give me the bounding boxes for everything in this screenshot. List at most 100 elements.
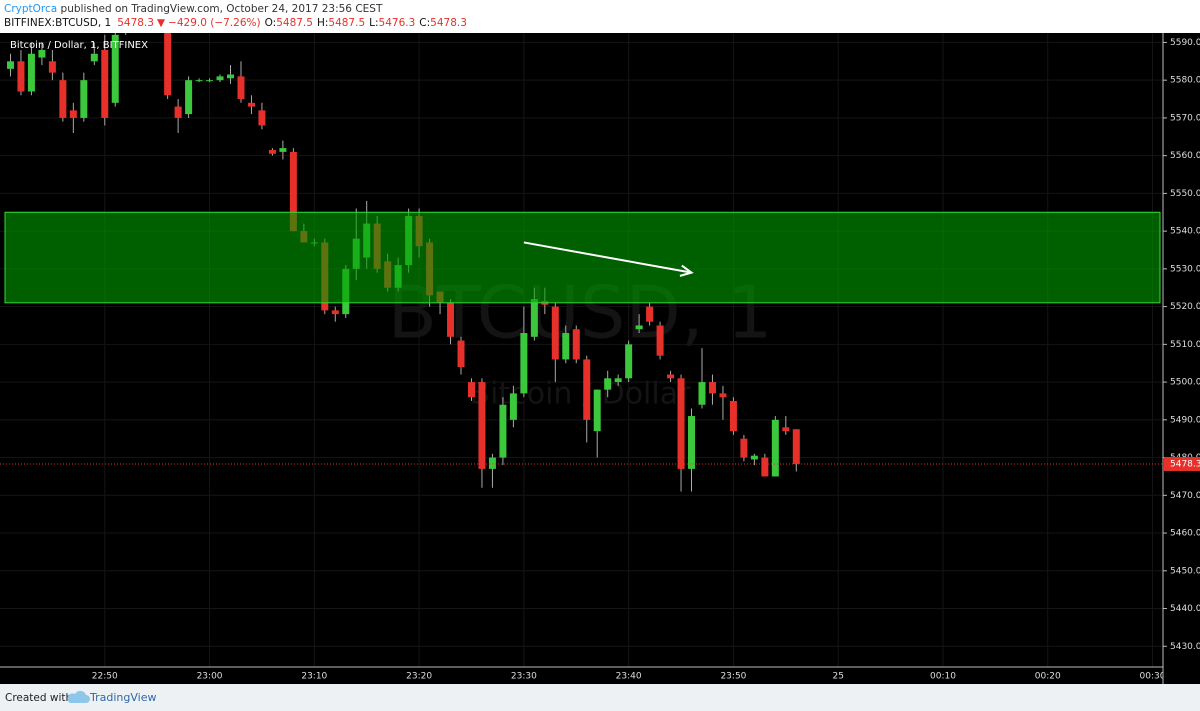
arrow-head [679, 264, 694, 277]
candle-body [551, 306, 559, 360]
candle-body [583, 359, 591, 420]
candle-body [708, 382, 716, 394]
footer-bg [0, 684, 1200, 711]
ohlc-value: 5478.3 [430, 17, 467, 29]
candle-body [268, 149, 276, 154]
y-tick-label: 5590.0 [1170, 38, 1200, 48]
candle-body [447, 302, 455, 337]
candle-body [719, 393, 727, 398]
candle-body [656, 325, 664, 356]
candle-body [69, 110, 77, 118]
footer-brand[interactable]: TradingView [89, 691, 156, 704]
candle-body [646, 306, 654, 322]
candle-body [604, 378, 612, 390]
price-axis: 5430.05440.05450.05460.05470.05480.05490… [1163, 38, 1200, 652]
y-tick-label: 5530.0 [1170, 264, 1200, 274]
candle-body [237, 76, 245, 100]
watermark-name: Bitcoin / Dollar [470, 377, 692, 412]
candle-body [206, 80, 214, 82]
ohlc-label: H: [317, 17, 328, 29]
candle-body [667, 374, 675, 379]
candle-body [467, 382, 475, 398]
candle-body [593, 389, 601, 432]
author[interactable]: CryptOrca [4, 3, 57, 15]
zone [4, 211, 1161, 304]
candle-body [80, 80, 88, 118]
candle-body [247, 102, 255, 107]
ohlc-value: 5487.5 [276, 17, 313, 29]
x-tick-label: 22:50 [92, 672, 118, 682]
candle-body [792, 429, 800, 464]
candle-body [562, 333, 570, 360]
candle-body [740, 438, 748, 458]
candle-body [174, 106, 182, 118]
overlays [0, 211, 1163, 465]
ohlc-label: L: [369, 17, 378, 29]
candle-body [111, 34, 119, 103]
candle-body [48, 61, 56, 73]
last-price: 5478.3 [117, 17, 154, 29]
x-tick-label: 00:10 [930, 672, 956, 682]
direction: ▼ [157, 17, 166, 29]
ohlc-value: 5487.5 [328, 17, 365, 29]
change: −429.0 (−7.26%) [168, 17, 261, 29]
symbol: BITFINEX:BTCUSD, 1 [4, 17, 111, 29]
candle-body [499, 404, 507, 458]
candle-body [227, 74, 235, 79]
y-tick-label: 5470.0 [1170, 491, 1200, 501]
y-tick-label: 5460.0 [1170, 529, 1200, 539]
published: published on TradingView.com, October 24… [57, 3, 383, 15]
candle-body [185, 80, 193, 115]
header-quote: BITFINEX:BTCUSD, 1 5478.3 ▼ −429.0 (−7.26%)… [4, 17, 467, 29]
candle-body [625, 344, 633, 379]
ohlc-label: C: [419, 17, 430, 29]
candle-body [216, 76, 224, 81]
candle-body [771, 419, 779, 477]
x-tick-label: 23:00 [197, 672, 223, 682]
candle-body [59, 80, 67, 118]
candle-body [750, 455, 758, 460]
candle-body [195, 80, 203, 82]
candle-body [530, 299, 538, 337]
x-tick-label: 23:50 [720, 672, 746, 682]
candle-body [698, 382, 706, 405]
candle-body [729, 400, 737, 432]
candle-body [101, 49, 109, 118]
x-tick-label: 23:30 [511, 672, 537, 682]
candle-body [688, 416, 696, 469]
y-tick-label: 5430.0 [1170, 642, 1200, 652]
header-line: CryptOrca published on TradingView.com, … [4, 3, 383, 15]
candle-body [782, 427, 790, 432]
x-tick-label: 00:20 [1035, 672, 1061, 682]
candle-body [457, 340, 465, 367]
footer-created: Created with [5, 692, 72, 704]
header-bg [0, 0, 1200, 33]
last-price-label: 5478.3 [1170, 459, 1200, 469]
candle-body [164, 33, 172, 96]
candle-body [677, 378, 685, 469]
y-tick-label: 5520.0 [1170, 302, 1200, 312]
x-tick-label: 25 [832, 672, 843, 682]
y-tick-label: 5570.0 [1170, 113, 1200, 123]
candle-body [488, 457, 496, 469]
plot-bg [0, 33, 1200, 684]
y-tick-label: 5440.0 [1170, 604, 1200, 614]
y-tick-label: 5580.0 [1170, 76, 1200, 86]
candle-body [27, 53, 35, 92]
y-tick-label: 5550.0 [1170, 189, 1200, 199]
tv-logo [67, 690, 90, 703]
y-tick-label: 5490.0 [1170, 415, 1200, 425]
x-tick-label: 00:30 [1140, 672, 1166, 682]
x-tick-label: 23:20 [406, 672, 432, 682]
ohlc-value: 5476.3 [379, 17, 416, 29]
y-tick-label: 5450.0 [1170, 566, 1200, 576]
y-tick-label: 5540.0 [1170, 227, 1200, 237]
candle-body [289, 151, 297, 232]
chart-title: Bitcoin / Dollar, 1, BITFINEX [10, 40, 148, 51]
candle-body [38, 49, 46, 58]
candle-body [258, 110, 266, 126]
candle-body [279, 148, 287, 152]
x-tick-label: 23:10 [301, 672, 327, 682]
